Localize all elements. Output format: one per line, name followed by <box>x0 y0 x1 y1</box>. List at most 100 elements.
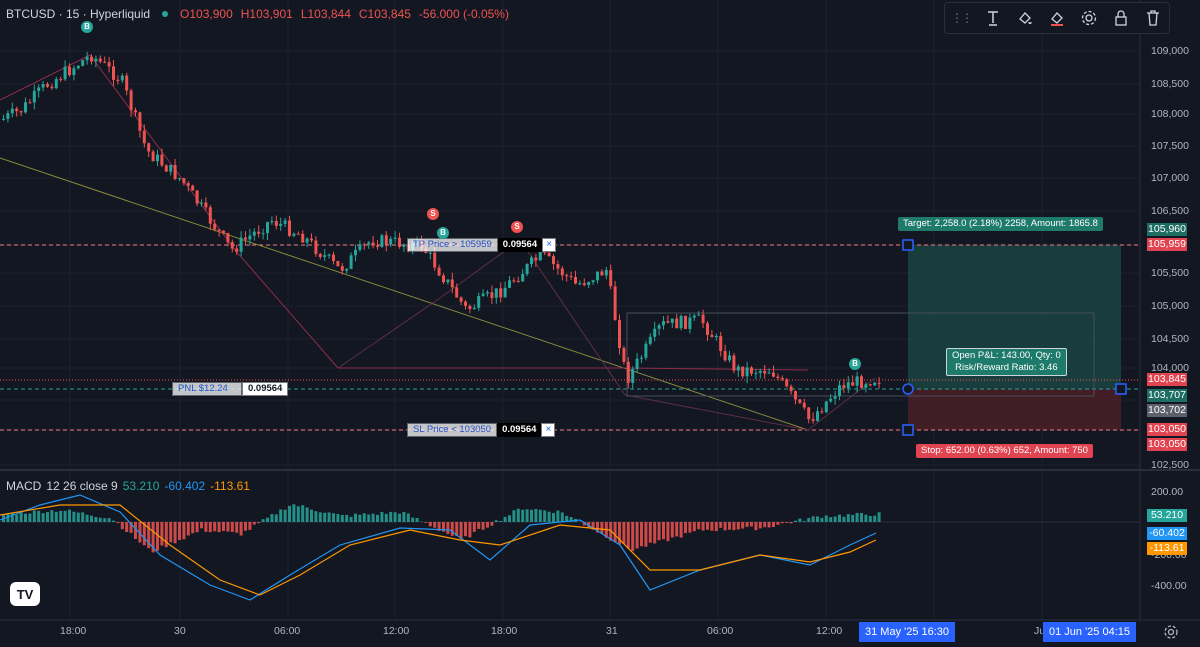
candle-body <box>68 66 71 76</box>
status-dot-icon <box>162 11 169 17</box>
macd-bar <box>732 522 736 531</box>
candle-body <box>714 335 718 338</box>
candle-body <box>657 325 661 329</box>
macd-bar <box>486 522 489 528</box>
candle-body <box>508 280 511 288</box>
candle-body <box>59 79 63 81</box>
candle-body <box>723 351 727 361</box>
macd-bar <box>464 522 467 537</box>
macd-legend[interactable]: MACD 12 26 close 9 53.210 -60.402 -113.6… <box>6 479 250 493</box>
sell-marker-icon[interactable]: S <box>511 221 523 233</box>
macd-bar <box>354 513 357 522</box>
tag-entry-price: 103,707 <box>1147 389 1187 402</box>
tradingview-logo[interactable]: TV <box>10 582 40 606</box>
macd-bar <box>640 522 643 547</box>
pnl-order-label[interactable]: PNL $12.24 0.09564 <box>172 382 289 396</box>
macd-bar <box>81 512 85 522</box>
macd-bar <box>76 512 80 522</box>
candle-body <box>754 372 758 374</box>
settings-icon[interactable] <box>1078 7 1100 29</box>
macd-bar <box>235 522 239 533</box>
macd-bar <box>257 522 261 524</box>
gear-icon[interactable] <box>1163 624 1179 640</box>
candle-body <box>244 237 247 240</box>
macd-bar <box>248 522 252 530</box>
macd-bar <box>622 522 626 545</box>
tp-order-text[interactable]: TP Price > 105959 <box>407 238 498 252</box>
macd-bar <box>314 511 318 522</box>
macd-bar <box>41 513 45 522</box>
candle-body <box>446 279 450 283</box>
cursor-date-start[interactable]: 31 May '25 16:30 <box>859 622 956 642</box>
buy-marker-icon[interactable]: B <box>81 21 93 33</box>
delete-icon[interactable] <box>1142 7 1164 29</box>
macd-bar <box>657 522 661 541</box>
macd-bar <box>442 522 445 532</box>
macd-bar <box>477 522 481 529</box>
macd-bar <box>530 509 533 522</box>
cursor-date-end[interactable]: 01 Jun '25 04:15 <box>1043 622 1137 642</box>
price-axis-tick: 108,000 <box>1151 108 1189 120</box>
price-axis-tick: 107,500 <box>1151 140 1189 152</box>
sl-close-icon[interactable]: × <box>541 423 556 437</box>
macd-bar <box>424 522 428 523</box>
sl-order-qty[interactable]: 0.09564 <box>497 423 542 437</box>
candle-body <box>94 58 98 62</box>
candle-body <box>569 276 573 278</box>
macd-bar <box>763 522 767 528</box>
signal-line <box>0 504 877 596</box>
price-axis-tick: 106,500 <box>1151 205 1189 217</box>
candle-body <box>129 90 133 111</box>
macd-bar <box>156 522 159 551</box>
candle-body <box>846 382 850 389</box>
macd-bar <box>802 521 806 522</box>
line-color-icon[interactable] <box>1046 7 1068 29</box>
text-tool-icon[interactable] <box>982 7 1004 29</box>
sl-order-text[interactable]: SL Price < 103050 <box>407 423 498 437</box>
candle-body <box>816 411 819 421</box>
candle-body <box>503 287 507 298</box>
buy-marker-icon[interactable]: B <box>849 358 861 370</box>
risk-reward-text: Risk/Reward Ratio: 3.46 <box>955 362 1058 373</box>
symbol-header[interactable]: BTCUSD · 15 · Hyperliquid O103,900 H103,… <box>6 6 509 22</box>
candle-body <box>534 257 538 261</box>
sell-marker-icon[interactable]: S <box>427 208 439 220</box>
candle-body <box>310 238 313 241</box>
macd-bar <box>789 522 793 524</box>
candle-body <box>600 271 604 276</box>
pnl-order-qty[interactable]: 0.09564 <box>242 382 289 396</box>
macd-bar <box>94 517 98 522</box>
buy-marker-icon[interactable]: B <box>437 227 449 239</box>
macd-bar <box>367 514 371 522</box>
macd-title[interactable]: MACD <box>6 479 42 493</box>
drag-handle-icon[interactable]: ⋮⋮ <box>951 11 973 25</box>
candle-body <box>85 56 89 61</box>
macd-bar <box>120 522 124 530</box>
macd-bar <box>147 522 151 549</box>
macd-bar <box>701 522 705 531</box>
tp-order-qty[interactable]: 0.09564 <box>497 238 543 252</box>
macd-bar <box>785 522 789 523</box>
pnl-order-text[interactable]: PNL $12.24 <box>172 382 242 396</box>
lock-icon[interactable] <box>1110 7 1132 29</box>
macd-bar <box>494 520 498 522</box>
open-pnl-label[interactable]: Open P&L: 143.00, Qty: 0 Risk/Reward Rat… <box>946 348 1067 376</box>
target-label: Target: 2,258.0 (2.18%) 2258, Amount: 18… <box>898 217 1103 231</box>
tp-close-icon[interactable]: × <box>542 238 557 252</box>
tp-order-label[interactable]: TP Price > 105959 0.09564 × <box>407 238 557 252</box>
fill-icon[interactable] <box>1014 7 1036 29</box>
tag-last-price: 103,845 <box>1147 373 1187 386</box>
sl-order-label[interactable]: SL Price < 103050 0.09564 × <box>407 423 556 437</box>
candle-body <box>169 164 173 172</box>
open-pnl-text: Open P&L: 143.00, Qty: 0 <box>952 350 1061 361</box>
macd-bar <box>54 511 58 522</box>
candle-body <box>794 391 797 400</box>
macd-bar <box>543 510 547 522</box>
symbol-name[interactable]: BTCUSD · 15 · Hyperliquid <box>6 7 151 21</box>
candle-body <box>499 288 503 298</box>
macd-bar <box>824 515 828 522</box>
macd-bar <box>780 522 784 524</box>
candle-body <box>855 376 859 386</box>
